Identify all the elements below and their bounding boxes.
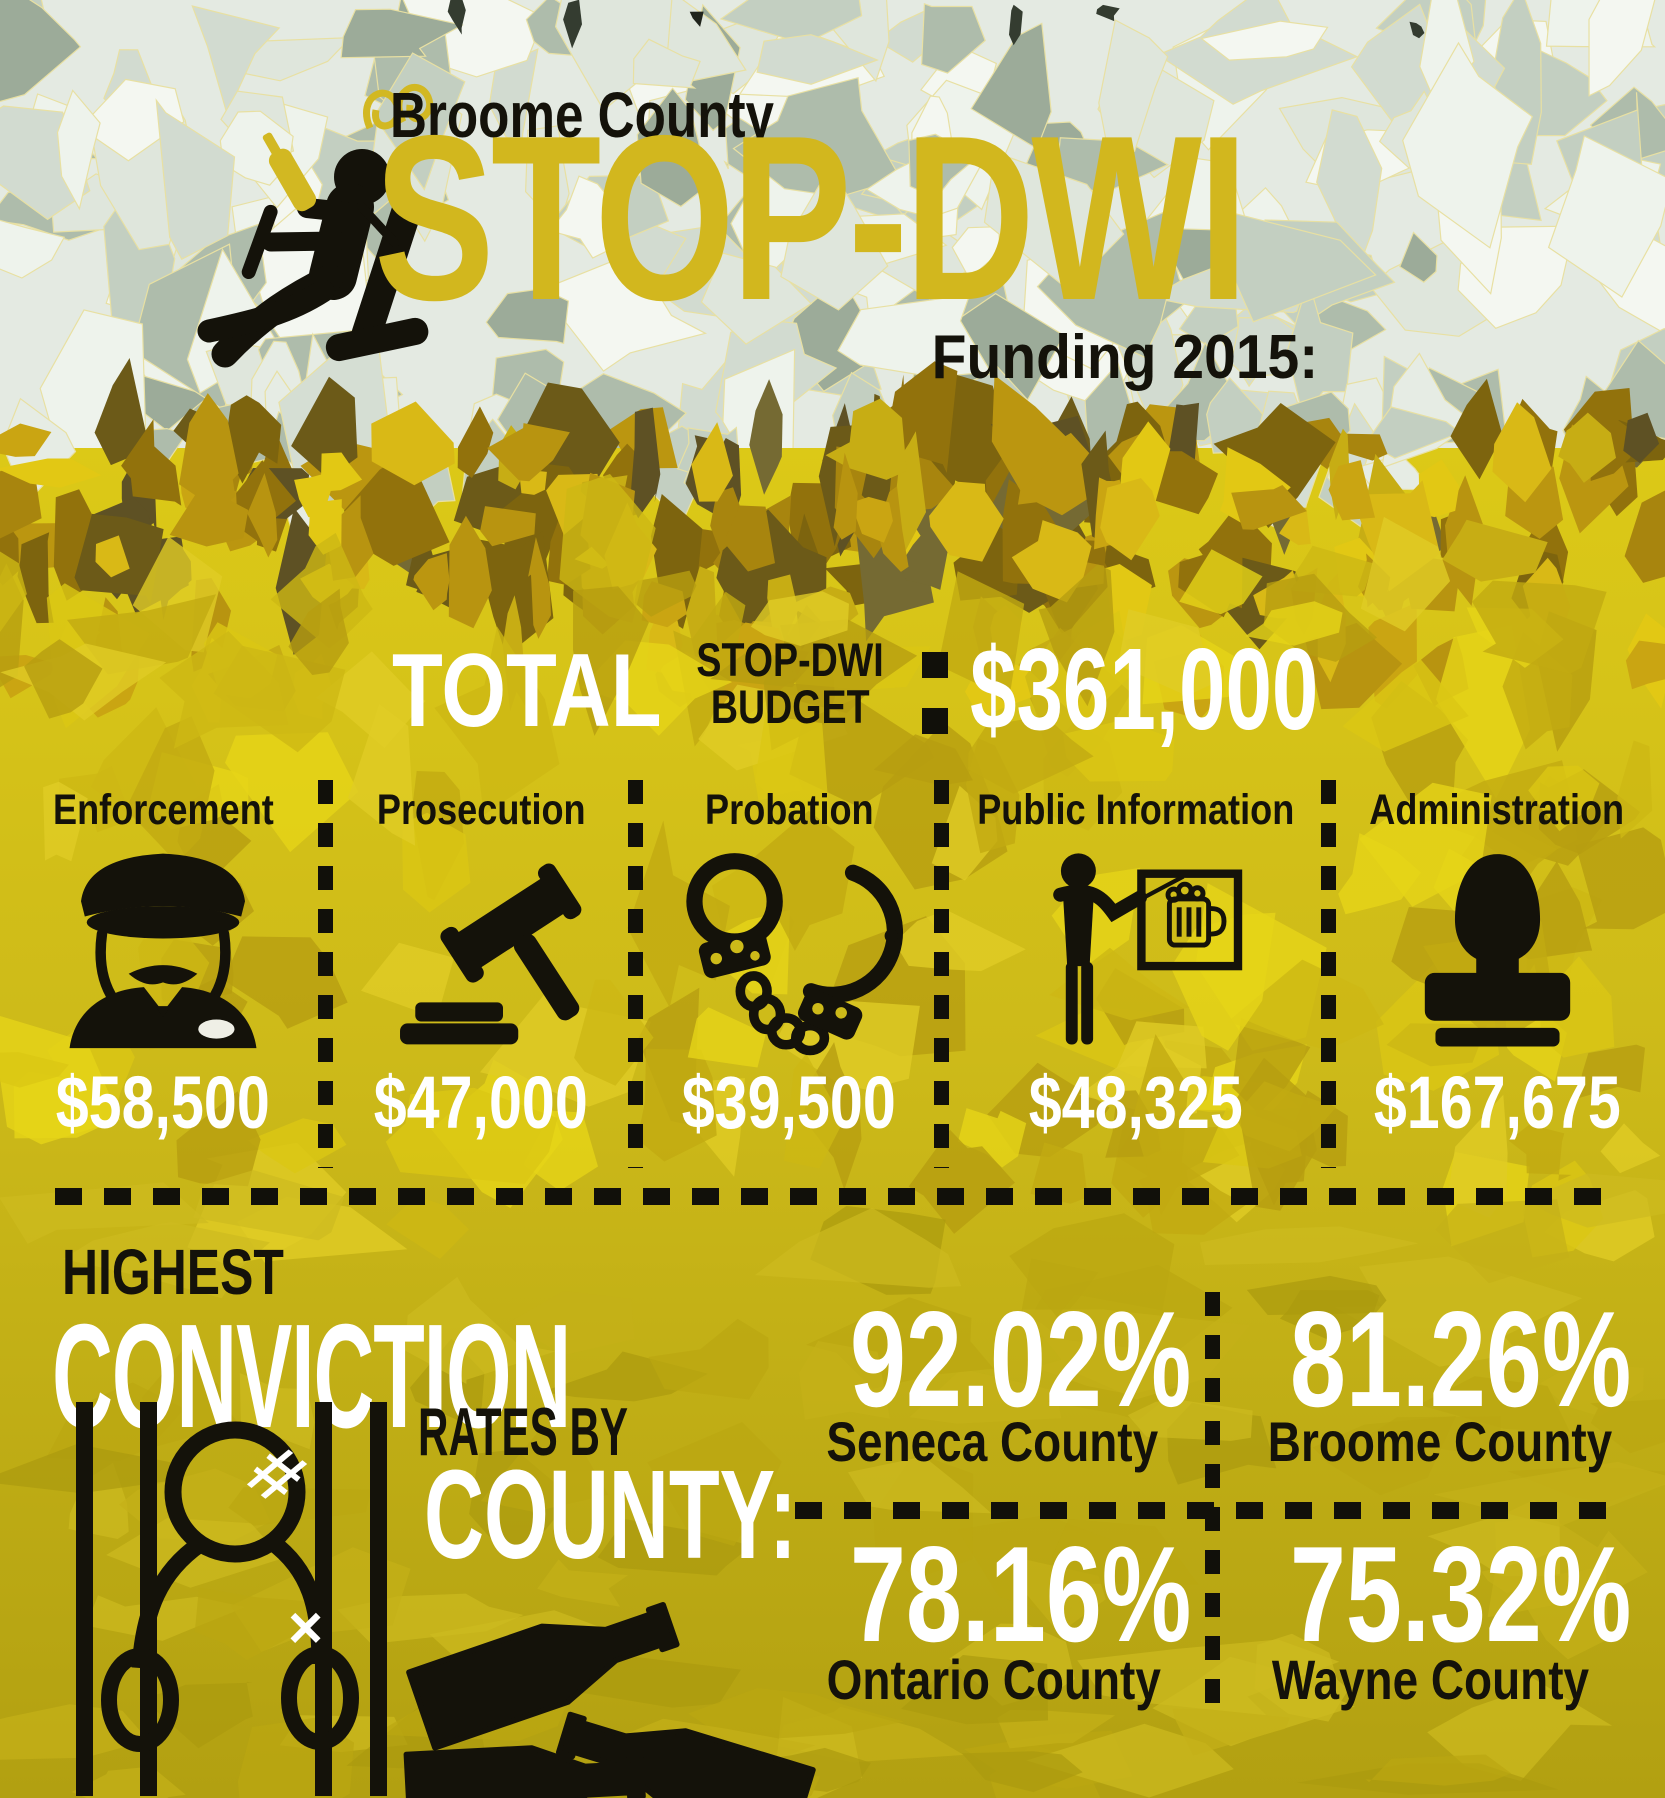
header-county-title: Broome County (390, 79, 774, 151)
stat-value-seneca: 92.02% (849, 1283, 1192, 1435)
conviction-line-highest: HIGHEST (62, 1236, 284, 1308)
section-divider-line (55, 1188, 1611, 1205)
stat-value-ontario: 78.16% (849, 1518, 1192, 1670)
column-divider (318, 780, 333, 1168)
colon-dot-bottom (922, 708, 948, 734)
handcuffs-icon (686, 853, 904, 1056)
category-name-public-information: Public Information (976, 786, 1295, 834)
category-name-prosecution: Prosecution (376, 786, 586, 834)
column-divider (1321, 780, 1336, 1168)
category-amount-probation: $39,500 (682, 1061, 896, 1144)
total-label: TOTAL (392, 633, 662, 749)
column-divider (628, 780, 643, 1168)
prisoner-behind-bars-icon: # × (76, 1402, 387, 1796)
stat-county-wayne: Wayne County (1271, 1648, 1589, 1711)
category-name-enforcement: Enforcement (52, 786, 274, 834)
category-amount-prosecution: $47,000 (374, 1061, 588, 1144)
stat-county-broome: Broome County (1267, 1410, 1613, 1473)
rubber-stamp-icon (1424, 854, 1571, 1047)
beer-bottle-icon (262, 132, 317, 212)
dizzy-swirl-icon (363, 83, 434, 130)
stat-county-seneca: Seneca County (826, 1410, 1159, 1473)
conviction-line-rates-by: RATES BY (418, 1394, 629, 1470)
conviction-line-conviction: CONVICTION (52, 1294, 571, 1459)
dizzy-x-mark: × (288, 1594, 323, 1661)
category-amount-enforcement: $58,500 (56, 1061, 270, 1144)
stats-horizontal-divider (795, 1502, 1612, 1519)
fallen-bottles-icon (403, 1602, 816, 1798)
colon-dot-top (922, 652, 948, 678)
header-subtitle: Funding 2015: (931, 323, 1318, 392)
conviction-line-county: COUNTY: (424, 1444, 797, 1585)
drunk-driver-icon (197, 83, 434, 368)
stat-value-wayne: 75.32% (1289, 1518, 1632, 1670)
category-amount-administration: $167,675 (1373, 1061, 1621, 1144)
column-divider (934, 780, 949, 1168)
gavel-icon (400, 863, 582, 1045)
police-officer-icon (69, 853, 257, 1049)
category-name-administration: Administration (1369, 786, 1625, 834)
stat-value-broome: 81.26% (1289, 1283, 1632, 1435)
category-name-probation: Probation (704, 786, 874, 834)
total-budget-amount: $361,000 (970, 624, 1319, 754)
category-amount-public-information: $48,325 (1028, 1061, 1243, 1144)
page-title: STOP-DWI (374, 86, 1248, 349)
beer-mug-icon (1165, 881, 1227, 948)
presenter-beer-board-icon (1053, 853, 1243, 1045)
dizzy-hash-mark: # (233, 1426, 321, 1522)
stat-county-ontario: Ontario County (826, 1648, 1161, 1711)
budget-label: STOP-DWI BUDGET (696, 633, 884, 733)
